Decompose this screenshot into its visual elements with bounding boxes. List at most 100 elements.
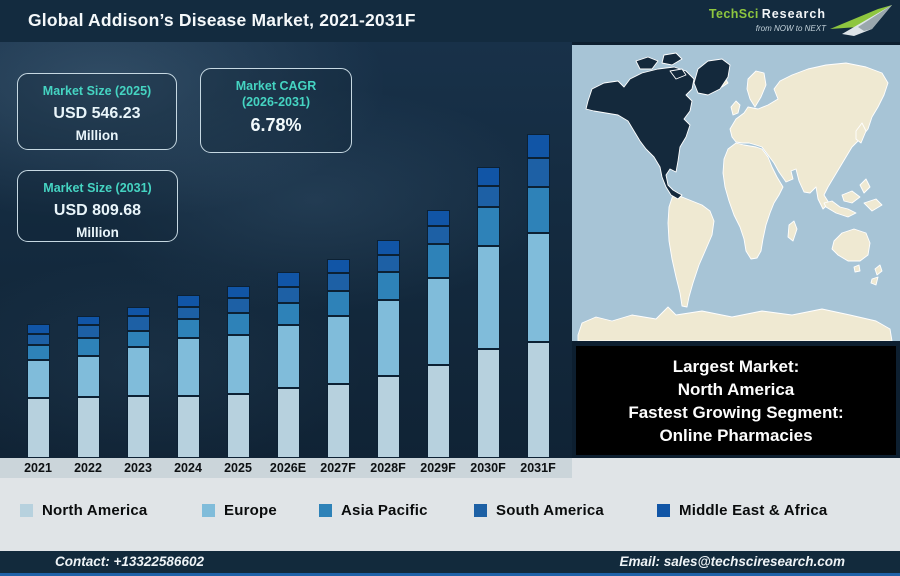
legend-item-north-america: North America — [20, 502, 147, 519]
bar-segment-north-america — [326, 383, 350, 458]
bar-segment-asia-pacific — [176, 319, 200, 339]
legend-swatch-middle-east-africa — [657, 504, 670, 517]
bar-segment-north-america — [476, 348, 500, 458]
chart-panel: Market Size (2025) USD 546.23 Million Ma… — [0, 42, 572, 458]
x-axis-label-2025: 2025 — [224, 461, 252, 475]
info-box-value: USD 809.68 — [53, 202, 142, 219]
legend-item-middle-east-africa: Middle East & Africa — [657, 502, 827, 519]
bar-segment-south-america — [126, 316, 150, 332]
map-panel: Largest Market: North America Fastest Gr… — [572, 42, 900, 458]
bar-segment-north-america — [376, 376, 400, 458]
bar-segment-middle-east-africa — [426, 210, 450, 227]
bar-segment-asia-pacific — [26, 344, 50, 360]
continent-eurasia — [729, 62, 889, 210]
bar-segment-north-america — [426, 365, 450, 458]
title-bar: Global Addison’s Disease Market, 2021-20… — [0, 0, 900, 42]
bar-segment-asia-pacific — [326, 291, 350, 316]
bar-segment-europe — [226, 334, 250, 394]
bar-segment-south-america — [476, 185, 500, 207]
bar-segment-north-america — [526, 342, 550, 458]
highlight-line-fastest-segment: Fastest Growing Segment: — [628, 402, 844, 422]
highlight-line-fastest-segment-value: Online Pharmacies — [659, 425, 813, 445]
bar-segment-europe — [76, 355, 100, 398]
bar-segment-asia-pacific — [526, 186, 550, 233]
island-britain — [730, 100, 741, 116]
bar-segment-middle-east-africa — [176, 295, 200, 308]
continent-australia — [831, 228, 871, 262]
bottom-strip: 2021 2022 2023 2024 2025 2026E 2027F 2028F 2029F… — [0, 458, 900, 551]
bar-segment-europe — [276, 325, 300, 388]
legend-item-europe: Europe — [202, 502, 277, 519]
info-box-cagr: Market CAGR (2026-2031) 6.78% — [200, 68, 352, 153]
bar-2028F — [376, 240, 400, 458]
highlight-box: Largest Market: North America Fastest Gr… — [576, 346, 896, 455]
x-axis-label-2024: 2024 — [174, 461, 202, 475]
bar-segment-north-america — [276, 387, 300, 458]
island-japan — [855, 122, 867, 144]
bar-segment-asia-pacific — [76, 338, 100, 356]
bar-segment-south-america — [526, 158, 550, 187]
bar-segment-south-america — [376, 254, 400, 272]
bar-segment-middle-east-africa — [476, 166, 500, 186]
highlight-line-largest-market-value: North America — [677, 379, 795, 399]
bar-segment-middle-east-africa — [376, 240, 400, 255]
brand-logo-text: TechSci Research from NOW to NEXT — [709, 7, 826, 35]
continent-north-america-highlight — [585, 66, 695, 200]
bar-segment-middle-east-africa — [276, 272, 300, 288]
bar-segment-middle-east-africa — [76, 316, 100, 326]
info-box-unit: Million — [75, 128, 119, 143]
bar-segment-south-america — [226, 297, 250, 313]
legend-swatch-asia-pacific — [319, 504, 332, 517]
bar-2027F — [326, 259, 350, 458]
x-axis-label-2029F: 2029F — [420, 461, 456, 475]
island-new-zealand — [870, 264, 883, 286]
x-axis-label-2031F: 2031F — [520, 461, 556, 475]
bar-segment-south-america — [326, 273, 350, 292]
island-borneo — [841, 190, 861, 204]
footer-bar: Contact: +13322586602 Email: sales@techs… — [0, 551, 900, 576]
bar-segment-north-america — [26, 397, 50, 458]
cagr-title-line1: Market CAGR — [235, 79, 317, 93]
bar-segment-europe — [26, 359, 50, 398]
island-philippines — [859, 178, 871, 194]
bar-segment-north-america — [226, 393, 250, 458]
legend-label-middle-east-africa: Middle East & Africa — [679, 502, 828, 519]
contact-text: Contact: +13322586602 — [55, 554, 204, 569]
bar-segment-asia-pacific — [426, 244, 450, 278]
bar-segment-south-america — [276, 287, 300, 303]
bar-2029F — [426, 210, 450, 458]
region-scandinavia — [746, 70, 767, 108]
brand-tagline: from NOW to NEXT — [755, 23, 826, 33]
info-box-title: Market Size (2031) — [43, 181, 152, 195]
legend-swatch-north-america — [20, 504, 33, 517]
x-axis-label-2022: 2022 — [74, 461, 102, 475]
info-box-market-size-2031: Market Size (2031) USD 809.68 Million — [17, 170, 178, 242]
island-tasmania — [853, 264, 861, 273]
x-axis-label-2030F: 2030F — [470, 461, 506, 475]
brand-name: TechSci Research — [709, 7, 826, 21]
bar-2031F — [526, 134, 550, 458]
x-axis: 2021 2022 2023 2024 2025 2026E 2027F 2028F 2029F… — [0, 458, 572, 478]
bar-segment-europe — [476, 246, 500, 349]
bar-segment-europe — [326, 315, 350, 384]
legend-item-asia-pacific: Asia Pacific — [319, 502, 428, 519]
legend-label-south-america: South America — [496, 502, 604, 519]
bar-segment-asia-pacific — [476, 206, 500, 247]
bar-segment-south-america — [426, 226, 450, 245]
bar-segment-middle-east-africa — [526, 134, 550, 159]
bar-segment-south-america — [176, 307, 200, 320]
email-text: Email: sales@techsciresearch.com — [619, 554, 845, 569]
bar-segment-europe — [126, 346, 150, 396]
bar-segment-middle-east-africa — [326, 259, 350, 274]
cagr-value: 6.78% — [250, 115, 302, 135]
island-greenland — [693, 58, 731, 96]
region-arctic-islands — [635, 52, 687, 80]
legend-swatch-south-america — [474, 504, 487, 517]
bar-segment-middle-east-africa — [26, 323, 50, 334]
paper-plane-arrow-icon — [830, 5, 892, 36]
bar-2030F — [476, 166, 500, 458]
legend-label-europe: Europe — [224, 502, 277, 519]
highlight-line-largest-market: Largest Market: — [672, 356, 800, 376]
bar-segment-south-america — [26, 333, 50, 345]
